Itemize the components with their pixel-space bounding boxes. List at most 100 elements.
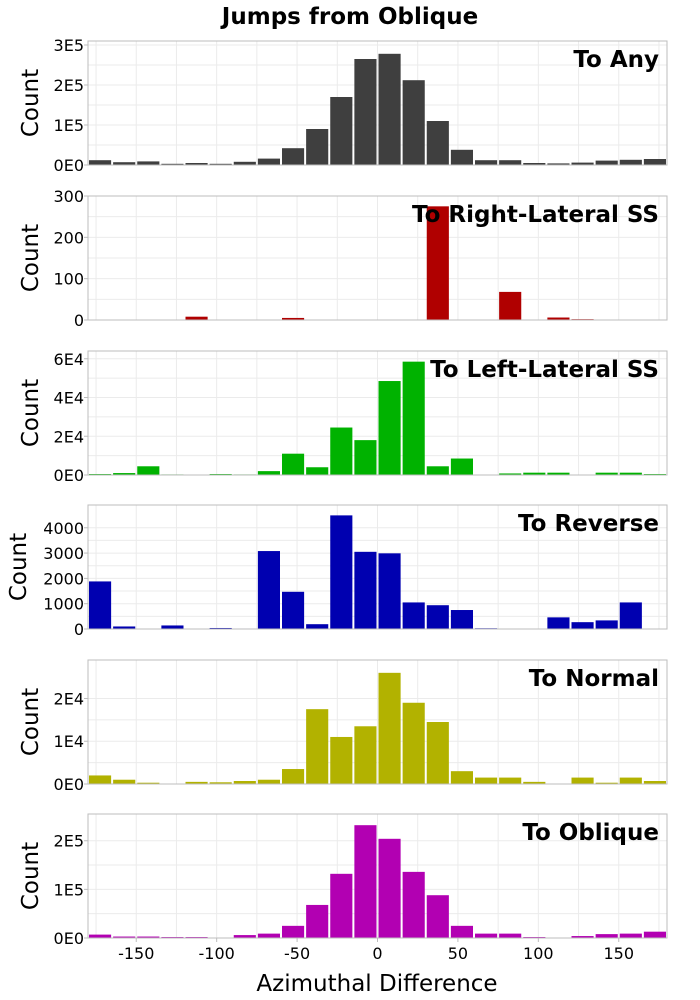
panel-label: To Any [573, 47, 659, 73]
bar [547, 163, 570, 165]
panel-5: 0E0 1E4 2E4 Count To Normal [18, 659, 668, 794]
bar [426, 605, 449, 629]
x-tick-label: 150 [603, 944, 634, 963]
bar [185, 781, 208, 784]
y-tick-label: 1E5 [54, 880, 84, 899]
bar [643, 159, 666, 165]
bar [306, 904, 329, 938]
bar [257, 779, 280, 784]
bar [113, 626, 136, 629]
bar [571, 936, 594, 938]
y-tick-label: 2E4 [54, 689, 84, 708]
bar [113, 779, 136, 784]
panel-label: To Right-Lateral SS [412, 202, 659, 228]
bar [619, 159, 642, 165]
bar [330, 427, 353, 475]
bar [499, 933, 522, 938]
bar [402, 361, 425, 475]
bar [595, 782, 618, 784]
bar [282, 925, 305, 938]
bar [378, 553, 401, 629]
bar [89, 934, 112, 938]
panel-label: To Oblique [522, 820, 659, 846]
panel-label: To Reverse [518, 511, 659, 537]
bar [402, 80, 425, 165]
y-axis-label: Count [18, 842, 44, 910]
y-tick-label: 0E0 [54, 929, 84, 948]
x-tick-label: 0 [372, 944, 382, 963]
x-tick-label: -150 [118, 944, 154, 963]
panel-frame [87, 195, 668, 321]
bar [161, 625, 184, 629]
bar [426, 722, 449, 784]
y-tick-label: 100 [53, 270, 84, 289]
bar [378, 53, 401, 165]
bar [619, 777, 642, 784]
bar [475, 777, 498, 784]
panels: 0E0 1E5 2E5 3E5 Count To Any 0 100 200 300 Count To… [6, 36, 668, 948]
bar [475, 160, 498, 165]
bar [450, 925, 473, 938]
bar [233, 935, 256, 938]
panel-4: 0 1000 2000 3000 4000 Count To Reverse [6, 504, 668, 639]
bar [233, 161, 256, 165]
x-axis: -150 -100 -50 0 50 100 150 [118, 938, 634, 963]
bar [619, 933, 642, 938]
bar [426, 466, 449, 475]
y-tick-label: 2000 [43, 569, 84, 588]
bar [354, 440, 377, 475]
panel-label: To Left-Lateral SS [430, 357, 659, 383]
y-tick-label: 0 [74, 311, 84, 330]
bar [547, 317, 570, 320]
bar [450, 149, 473, 165]
bar [499, 291, 522, 320]
bar [330, 97, 353, 165]
y-axis-label: Count [18, 688, 44, 756]
bar [643, 781, 666, 784]
bar [209, 782, 232, 784]
bar [523, 163, 546, 165]
y-tick-label: 2E4 [54, 427, 84, 446]
x-axis-label: Azimuthal Difference [256, 971, 497, 997]
bar [426, 895, 449, 938]
y-tick-label: 2E5 [54, 76, 84, 95]
bar [523, 472, 546, 475]
bar [378, 381, 401, 475]
y-tick-label: 200 [53, 228, 84, 247]
y-tick-label: 2E5 [54, 832, 84, 851]
bar [450, 458, 473, 475]
panel-6: 0E0 1E5 2E5 Count To Oblique [18, 813, 668, 948]
bar [282, 769, 305, 784]
bar [306, 467, 329, 475]
bar [426, 206, 449, 320]
bar [257, 933, 280, 938]
bar [257, 158, 280, 165]
bar [306, 709, 329, 784]
bar [354, 726, 377, 784]
bar [330, 515, 353, 629]
bar [306, 129, 329, 165]
bar [282, 591, 305, 629]
bar [209, 163, 232, 165]
bar [257, 551, 280, 629]
bar [571, 622, 594, 629]
bar [137, 936, 160, 938]
y-tick-label: 1E4 [54, 732, 84, 751]
bar [282, 317, 305, 320]
bar [282, 148, 305, 165]
bar [185, 316, 208, 320]
y-tick-label: 0 [74, 620, 84, 639]
y-tick-label: 3E5 [54, 36, 84, 55]
bar [113, 936, 136, 938]
bar [330, 736, 353, 784]
y-axis-label: Count [18, 379, 44, 447]
bar [499, 160, 522, 165]
bar [378, 838, 401, 938]
y-axis-label: Count [18, 224, 44, 292]
y-tick-label: 0E0 [54, 156, 84, 175]
bar [89, 160, 112, 165]
bar [402, 602, 425, 629]
bar [499, 473, 522, 475]
bar [257, 471, 280, 475]
panel-1: 0E0 1E5 2E5 3E5 Count To Any [18, 36, 668, 175]
